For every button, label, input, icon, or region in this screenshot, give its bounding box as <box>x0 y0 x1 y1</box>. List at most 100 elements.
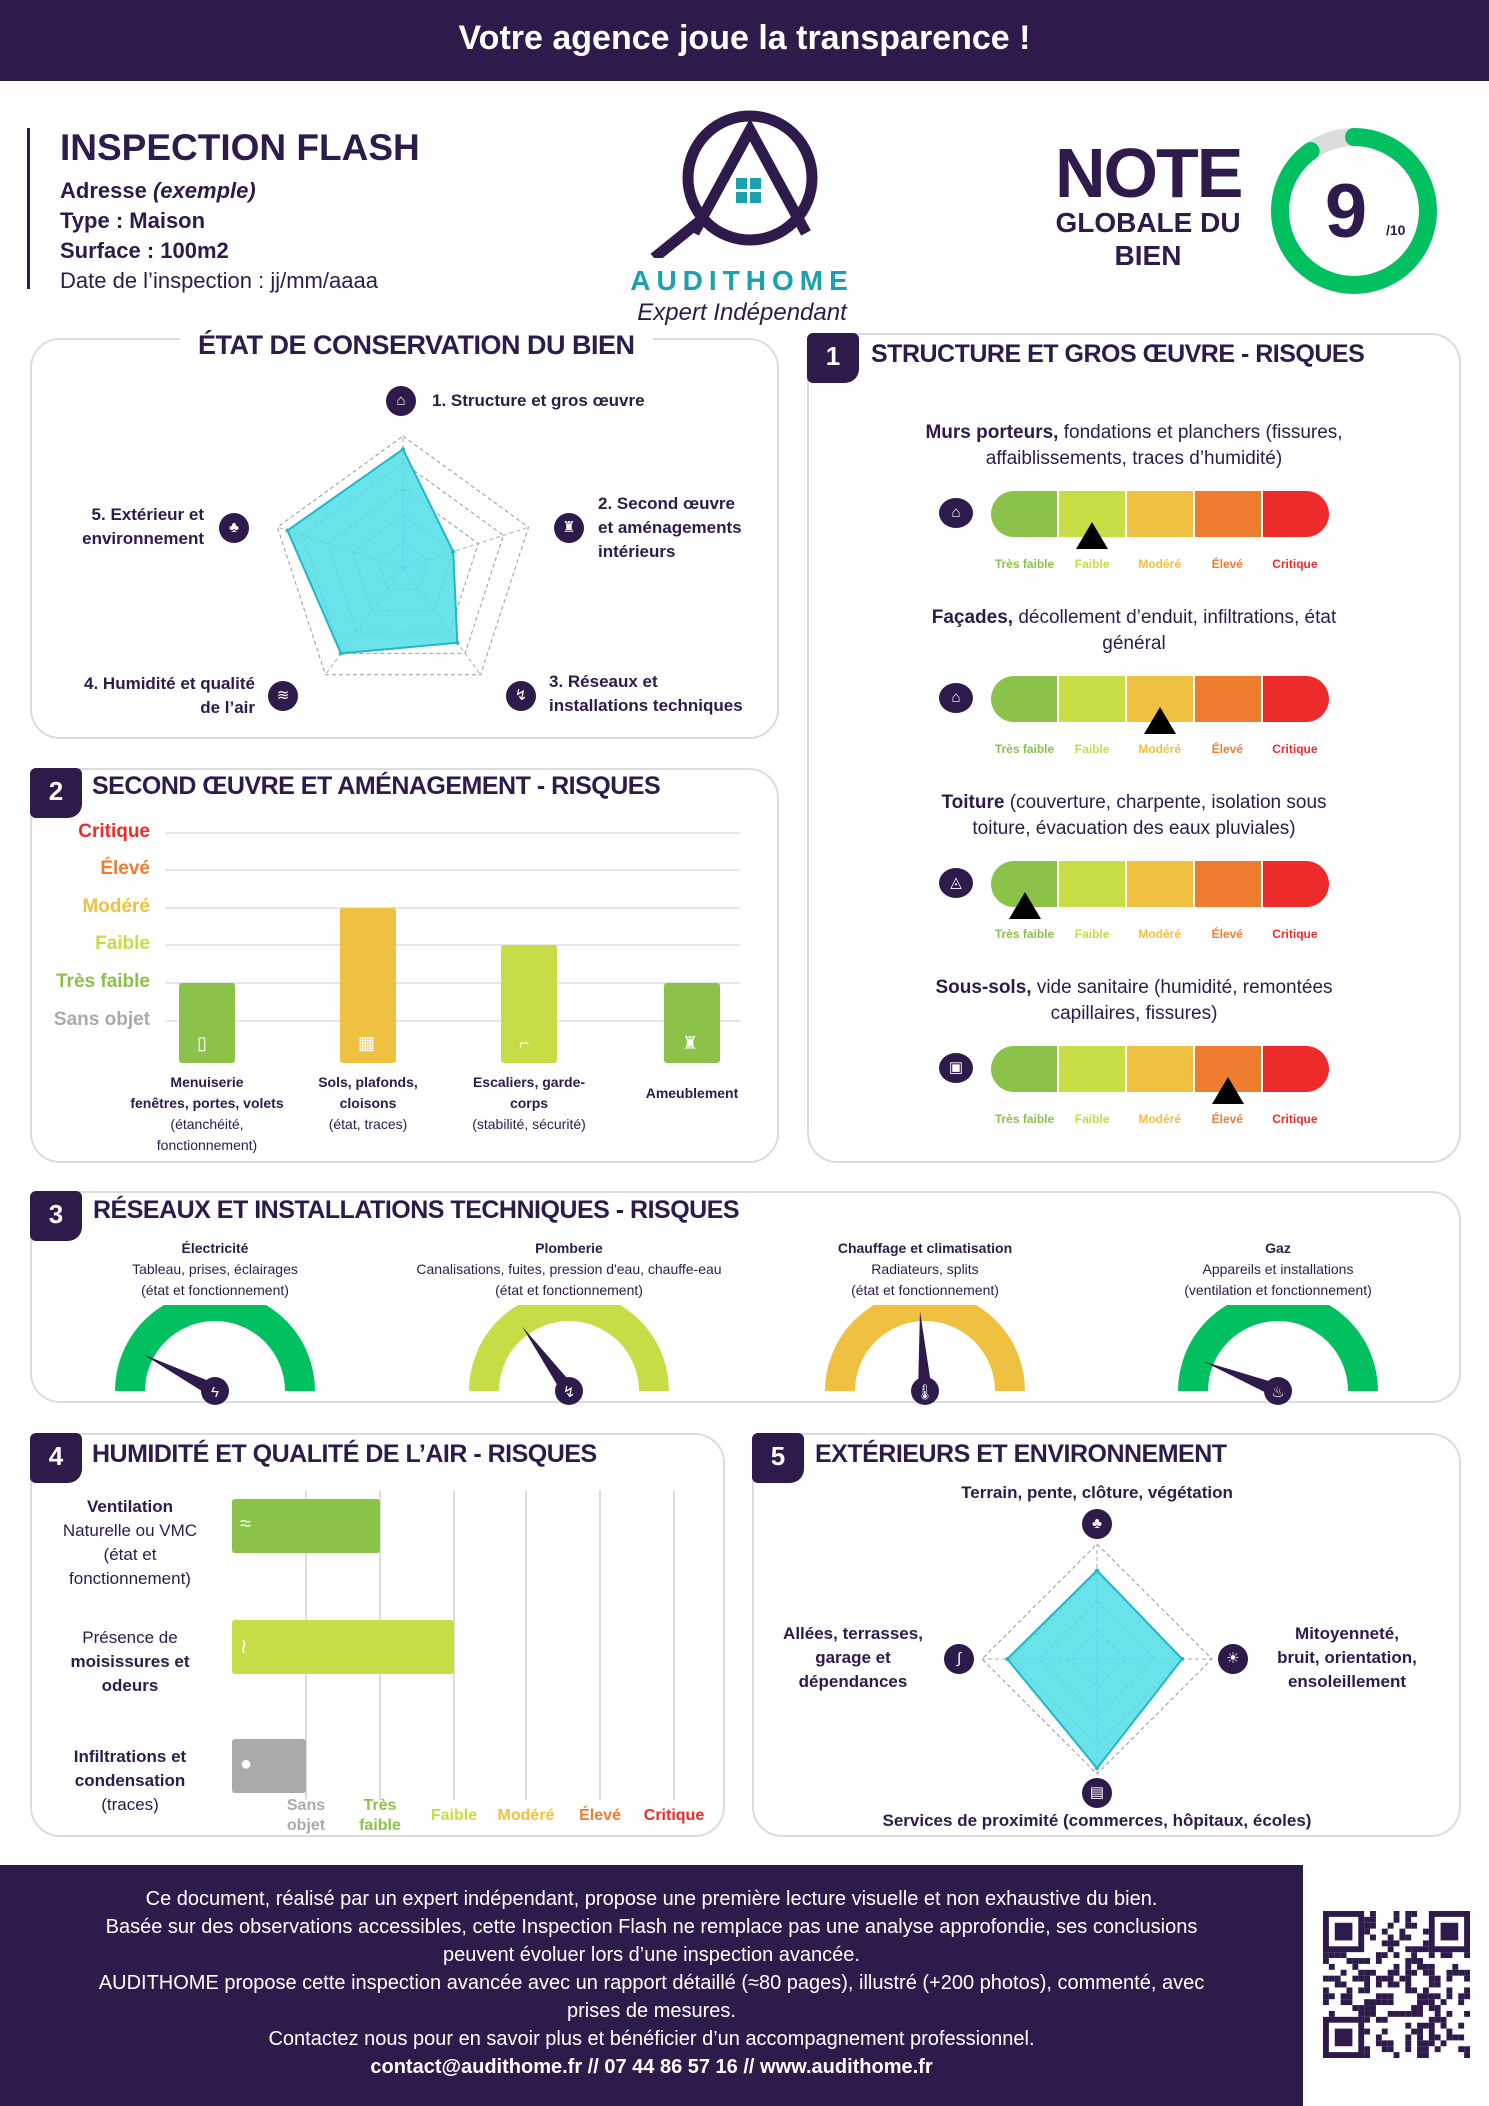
bar <box>340 908 396 1063</box>
address-value: (exemple) <box>152 178 256 203</box>
row-label-line: Infiltrations et <box>73 1747 187 1766</box>
risk-level-label: Très faible <box>994 557 1055 571</box>
axis-label-line: environnement <box>82 529 204 548</box>
row-label: Infiltrations et condensation (traces) <box>45 1745 215 1817</box>
gauge-arc <box>825 1305 1025 1392</box>
s5-radar-point <box>1095 1766 1099 1771</box>
qr-module <box>1422 2040 1429 2047</box>
qr-module <box>1358 1969 1365 1976</box>
x-tick-label: Sans objet <box>266 1796 346 1836</box>
qr-module <box>1446 2028 1453 2035</box>
risk-level-label: Très faible <box>994 1112 1055 1126</box>
qr-module <box>1370 1911 1376 1917</box>
risk-scale-segment <box>1263 491 1329 537</box>
etat-title: ÉTAT DE CONSERVATION DU BIEN <box>180 330 653 361</box>
qr-module <box>1464 2046 1470 2053</box>
x-tick-label: Très faible <box>340 1796 420 1836</box>
section3-badge: 3 <box>30 1191 82 1241</box>
risk-level-label: Très faible <box>994 742 1055 756</box>
armchair-icon: ♜ <box>554 513 584 543</box>
qr-module <box>1422 1940 1429 1947</box>
gauge-caption: Chauffage et climatisation Radiateurs, sp… <box>735 1238 1115 1301</box>
qr-module <box>1381 1993 1388 2000</box>
footer-line: peuvent évoluer lors d’une inspection av… <box>443 1944 860 1966</box>
risk-level-label: Faible <box>1074 557 1110 571</box>
qr-module <box>1422 1946 1429 1953</box>
qr-module <box>1417 2028 1423 2035</box>
qr-module <box>1364 1999 1371 2006</box>
qr-module <box>1428 1999 1435 2006</box>
qr-module <box>1434 2034 1441 2041</box>
qr-module <box>1364 1928 1371 1935</box>
risk-level-label: Faible <box>1074 742 1110 756</box>
gauge-name: Gaz <box>1265 1240 1291 1256</box>
qr-module <box>1387 1922 1394 1929</box>
qr-module <box>1428 2034 1435 2041</box>
qr-module <box>1405 1916 1412 1923</box>
gauge-name: Plomberie <box>535 1240 603 1256</box>
surface-line: Surface : 100m2 <box>60 238 229 263</box>
qr-module <box>1446 2034 1453 2041</box>
qr-module <box>1358 1975 1365 1982</box>
row-label-line: moisissures et <box>70 1652 190 1671</box>
section1-panel <box>807 333 1461 1163</box>
qr-module <box>1370 1999 1376 2006</box>
footer-contact[interactable]: contact@audithome.fr // 07 44 86 57 16 /… <box>370 2056 933 2078</box>
qr-module <box>1399 1934 1406 1941</box>
qr-module <box>1417 1946 1423 1953</box>
qr-module <box>1393 1981 1400 1988</box>
axis-label-line: 1. Structure et gros œuvre <box>432 391 645 410</box>
logo-brand: AUDITHOME <box>630 265 854 296</box>
risk-item-text: fondations et planchers (fissures, <box>1058 422 1343 443</box>
etat-radar-point <box>401 447 405 452</box>
s5-radar-point <box>1005 1657 1010 1661</box>
qr-module <box>1387 2010 1394 2017</box>
qr-module <box>1346 1958 1353 1964</box>
axis-label-line: Mitoyenneté, <box>1295 1624 1399 1643</box>
qr-module <box>1387 1969 1394 1976</box>
qr-finder-center <box>1334 1922 1353 1941</box>
risk-level-label: Élevé <box>1211 557 1243 571</box>
category-label-line: corps <box>509 1095 549 1111</box>
qr-module <box>1428 2022 1435 2029</box>
row-label: Présence de moisissures et odeurs <box>45 1626 215 1698</box>
logo: AUDITHOME Expert Indépendant <box>624 98 860 326</box>
s5-axis-label: Services de proximité (commerces, hôpita… <box>847 1809 1347 1833</box>
qr-module <box>1387 1999 1394 2006</box>
qr-module <box>1440 1952 1447 1959</box>
qr-module <box>1422 1969 1429 1976</box>
section5-radar-chart <box>981 1543 1213 1775</box>
qr-module <box>1411 2005 1418 2011</box>
qr-module <box>1440 2022 1447 2029</box>
s5-radar-area <box>1005 1569 1184 1770</box>
risk-level-label: Faible <box>1074 927 1110 941</box>
sun-icon: ☀ <box>1218 1644 1248 1674</box>
qr-module <box>1417 2052 1423 2058</box>
tick-line: Élevé <box>579 1807 621 1824</box>
risk-scale-segment <box>991 676 1059 722</box>
qr-module <box>1364 1922 1371 1929</box>
qr-module <box>1405 1981 1412 1988</box>
qr-module <box>1422 2046 1429 2053</box>
qr-module <box>1428 2016 1435 2023</box>
qr-module <box>1458 1969 1465 1976</box>
category-label-line: Escaliers, garde- <box>472 1074 586 1090</box>
qr-module <box>1370 2005 1376 2011</box>
category-label-line: Sols, plafonds, <box>318 1074 418 1090</box>
qr-module <box>1334 1981 1341 1988</box>
qr-module <box>1381 1928 1388 1935</box>
qr-module <box>1434 2010 1441 2017</box>
qr-module <box>1375 1993 1382 2000</box>
risk-marker <box>1076 522 1109 549</box>
qr-module <box>1434 2016 1441 2023</box>
risk-level-label: Faible <box>1074 1112 1110 1126</box>
y-tick-label: Sans objet <box>53 1009 150 1030</box>
axis-label-line: 4. Humidité et qualité <box>84 674 255 693</box>
gauge-subtitle: (état et fonctionnement) <box>851 1282 999 1298</box>
qr-module <box>1411 2028 1418 2035</box>
qr-code[interactable] <box>1323 1911 1470 2058</box>
qr-module <box>1405 1946 1412 1953</box>
qr-module <box>1387 1981 1394 1988</box>
category-label-line: (état, traces) <box>328 1116 408 1132</box>
etat-axis-label: 3. Réseaux et installations techniques <box>549 670 743 718</box>
